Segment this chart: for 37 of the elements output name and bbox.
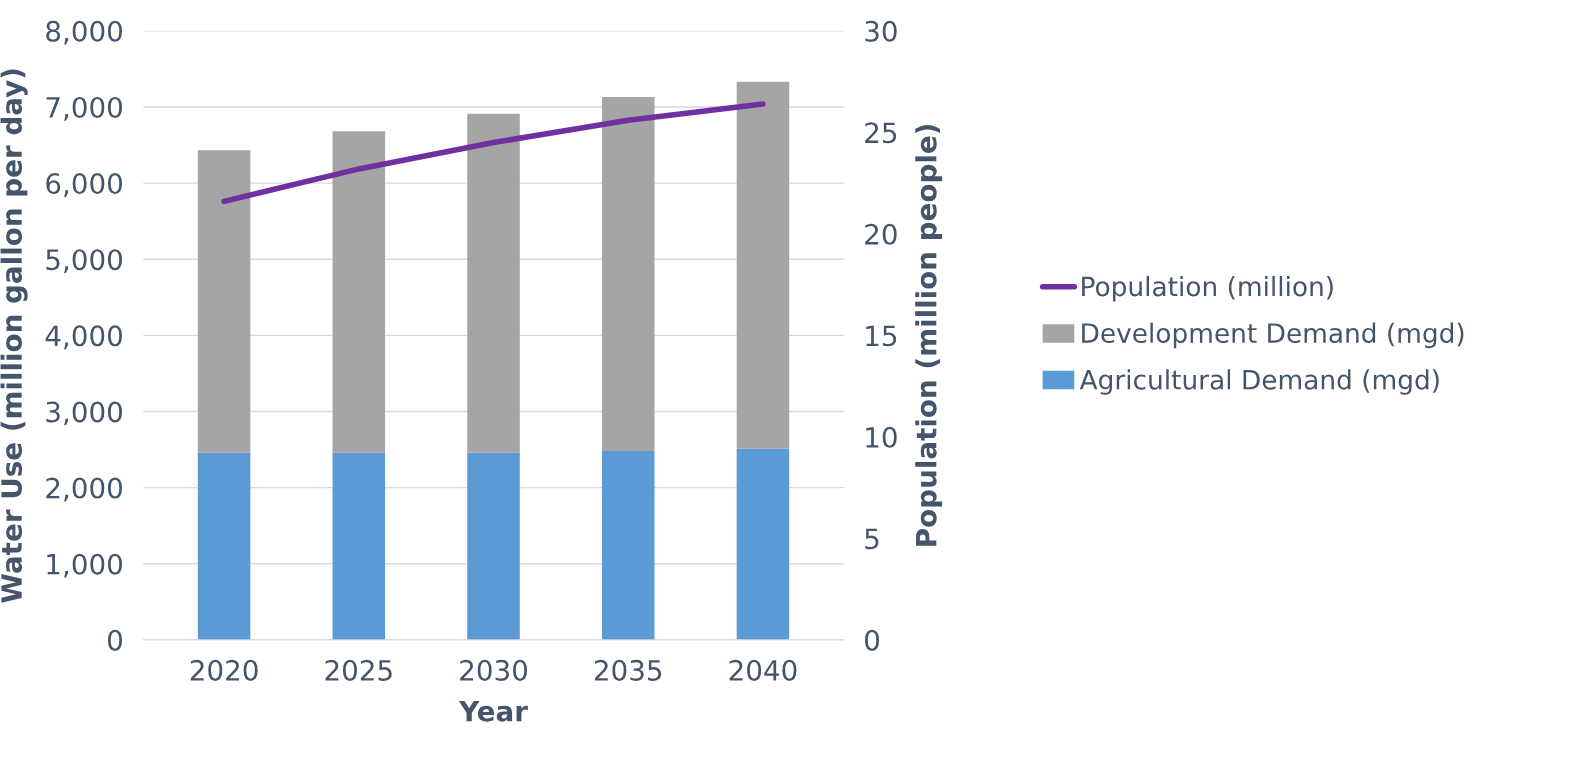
- x-tick-label: 2040: [729, 659, 797, 681]
- bar: [332, 452, 386, 640]
- y-tick-label: 5,000: [46, 249, 122, 274]
- bar: [467, 452, 520, 640]
- legend-label: Agricultural Demand (mgd): [1079, 369, 1439, 395]
- bar: [601, 97, 655, 452]
- y2-tick-label: 25: [865, 122, 897, 144]
- x-tick-label: 2020: [190, 659, 258, 681]
- y-tick-label: 4,000: [45, 325, 122, 350]
- y2-tick-label: 15: [866, 325, 897, 347]
- x-tick-label: 2030: [460, 659, 528, 681]
- bar: [197, 452, 251, 640]
- legend-label: Development Demand (mgd): [1082, 322, 1464, 349]
- y-tick-label: 3,000: [46, 401, 122, 426]
- y-tick-label: 8,000: [46, 20, 122, 45]
- y2-axis-title: Population (million people): [915, 124, 943, 546]
- bar: [736, 448, 790, 640]
- bar: [736, 81, 790, 449]
- y2-tick-label: 0: [865, 629, 880, 651]
- bar: [467, 113, 520, 453]
- x-axis-title: Year: [458, 701, 528, 722]
- y-axis-title: Water Use (million gallon per day): [0, 69, 28, 603]
- y2-tick-label: 30: [865, 20, 897, 42]
- y2-tick-label: 5: [865, 528, 879, 550]
- y2-tick-label: 20: [865, 223, 897, 245]
- y-tick-label: 2,000: [46, 477, 122, 502]
- bar: [601, 451, 655, 640]
- y-tick-label: 7,000: [46, 96, 122, 121]
- bar: [332, 131, 386, 453]
- x-tick-label: 2035: [594, 659, 662, 681]
- y-tick-label: 0: [107, 629, 122, 651]
- y-tick-label: 6,000: [46, 173, 122, 197]
- legend-label: Population (million): [1082, 275, 1333, 302]
- y2-tick-label: 10: [866, 426, 897, 448]
- x-tick-label: 2025: [325, 659, 392, 681]
- y-tick-label: 1,000: [47, 553, 122, 578]
- bar: [197, 150, 251, 453]
